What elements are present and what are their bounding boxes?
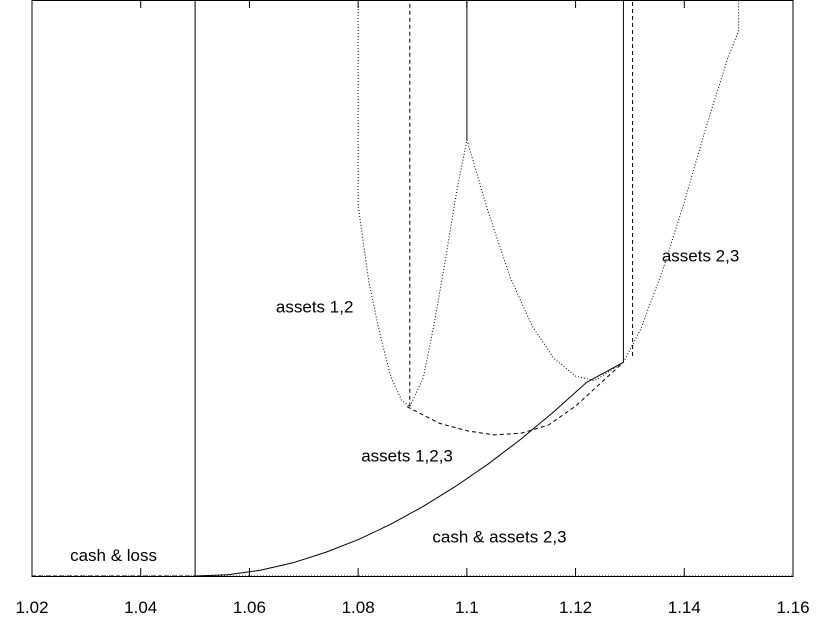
plot-frame [31,0,794,577]
annotation-1: assets 2,3 [662,246,740,265]
annotation-0: assets 1,2 [276,298,354,317]
x-tick-label-5: 1.12 [559,598,592,617]
series-line-10 [466,139,624,382]
x-tick-label-0: 1.02 [15,598,48,617]
series-line-11 [622,0,740,363]
series-line-9 [357,0,468,408]
annotation-3: cash & assets 2,3 [432,527,566,546]
chart-series [32,0,793,577]
x-tick-label-7: 1.16 [776,598,809,617]
x-tick-label-4: 1.1 [455,598,479,617]
x-axis-ticks: 1.02 1.04 1.06 1.08 1.1 1.12 1.14 1.16 [15,0,810,617]
series-line-0 [195,361,624,577]
x-tick-label-1: 1.04 [124,598,157,617]
x-tick-label-3: 1.08 [342,598,375,617]
chart-annotations: assets 1,2 assets 2,3 assets 1,2,3 cash & a… [70,246,739,565]
series-line-5 [406,361,624,436]
annotation-4: cash & loss [70,546,157,565]
x-tick-label-2: 1.06 [233,598,266,617]
annotation-2: assets 1,2,3 [361,446,453,465]
x-tick-label-6: 1.14 [668,598,701,617]
